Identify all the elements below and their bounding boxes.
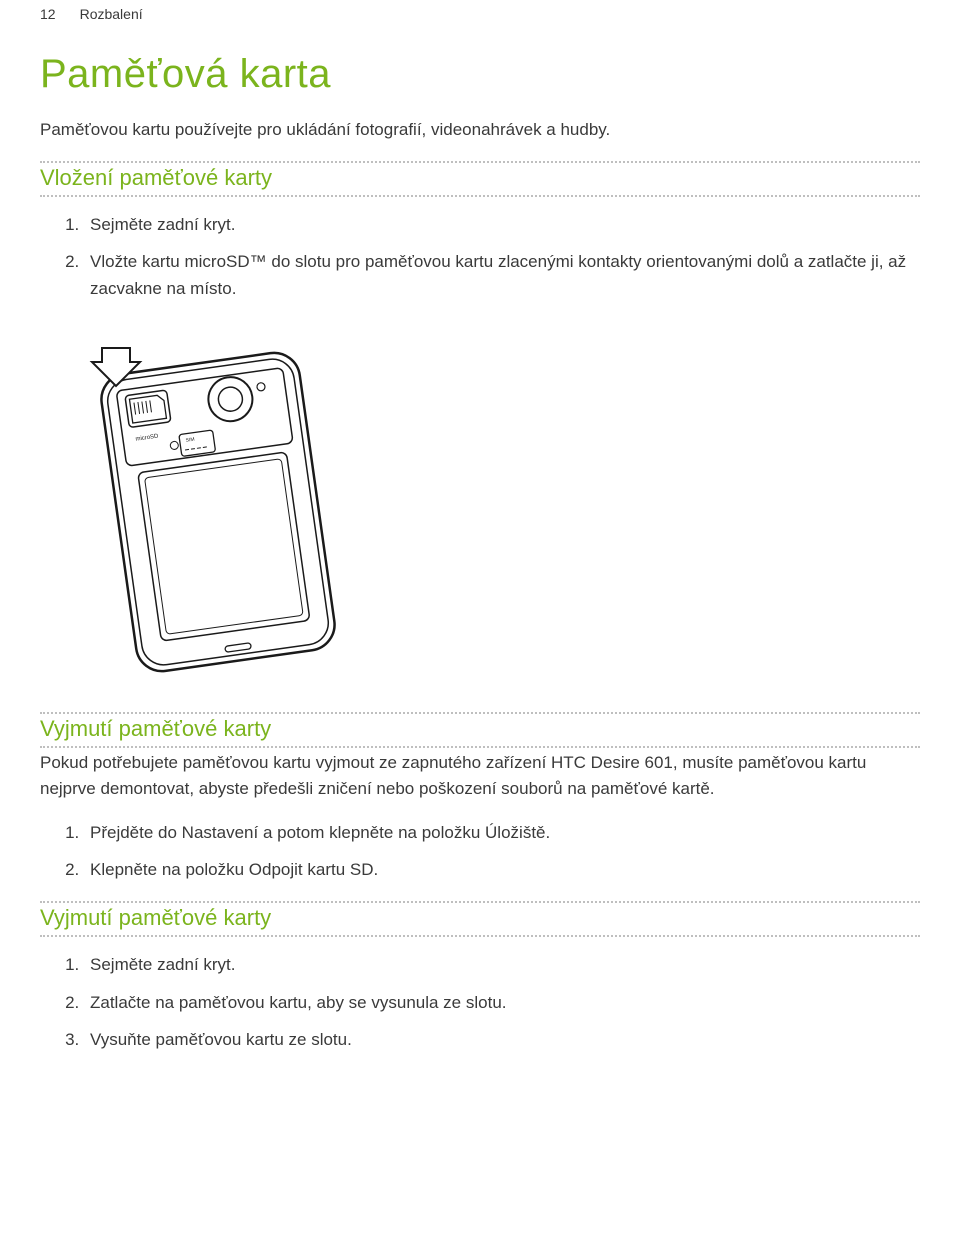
page-header: 12 Rozbalení [40,0,920,22]
step-item: Vysuňte paměťovou kartu ze slotu. [84,1026,920,1053]
step-item: Sejměte zadní kryt. [84,951,920,978]
sim-label: SIM [185,437,195,444]
manual-page: 12 Rozbalení Paměťová karta Paměťovou ka… [0,0,960,1111]
intro-paragraph: Paměťovou kartu používejte pro ukládání … [40,117,920,143]
step-item: Zatlačte na paměťovou kartu, aby se vysu… [84,989,920,1016]
steps-unmount: Přejděte do Nastavení a potom klepněte n… [40,819,920,883]
section-heading-insert: Vložení paměťové karty [40,161,920,197]
step-item: Klepněte na položku Odpojit kartu SD. [84,856,920,883]
phone-svg: microSD SIM [88,322,348,682]
unmount-intro: Pokud potřebujete paměťovou kartu vyjmou… [40,750,920,801]
section-heading-unmount: Vyjmutí paměťové karty [40,712,920,748]
step-item: Sejměte zadní kryt. [84,211,920,238]
step-item: Přejděte do Nastavení a potom klepněte n… [84,819,920,846]
page-number: 12 [40,6,56,22]
steps-insert: Sejměte zadní kryt. Vložte kartu microSD… [40,211,920,303]
chapter-title: Rozbalení [80,6,143,22]
phone-diagram: microSD SIM [88,322,920,682]
section-heading-remove: Vyjmutí paměťové karty [40,901,920,937]
steps-remove: Sejměte zadní kryt. Zatlačte na paměťovo… [40,951,920,1053]
page-title: Paměťová karta [40,52,920,97]
step-item: Vložte kartu microSD™ do slotu pro paměť… [84,248,920,302]
